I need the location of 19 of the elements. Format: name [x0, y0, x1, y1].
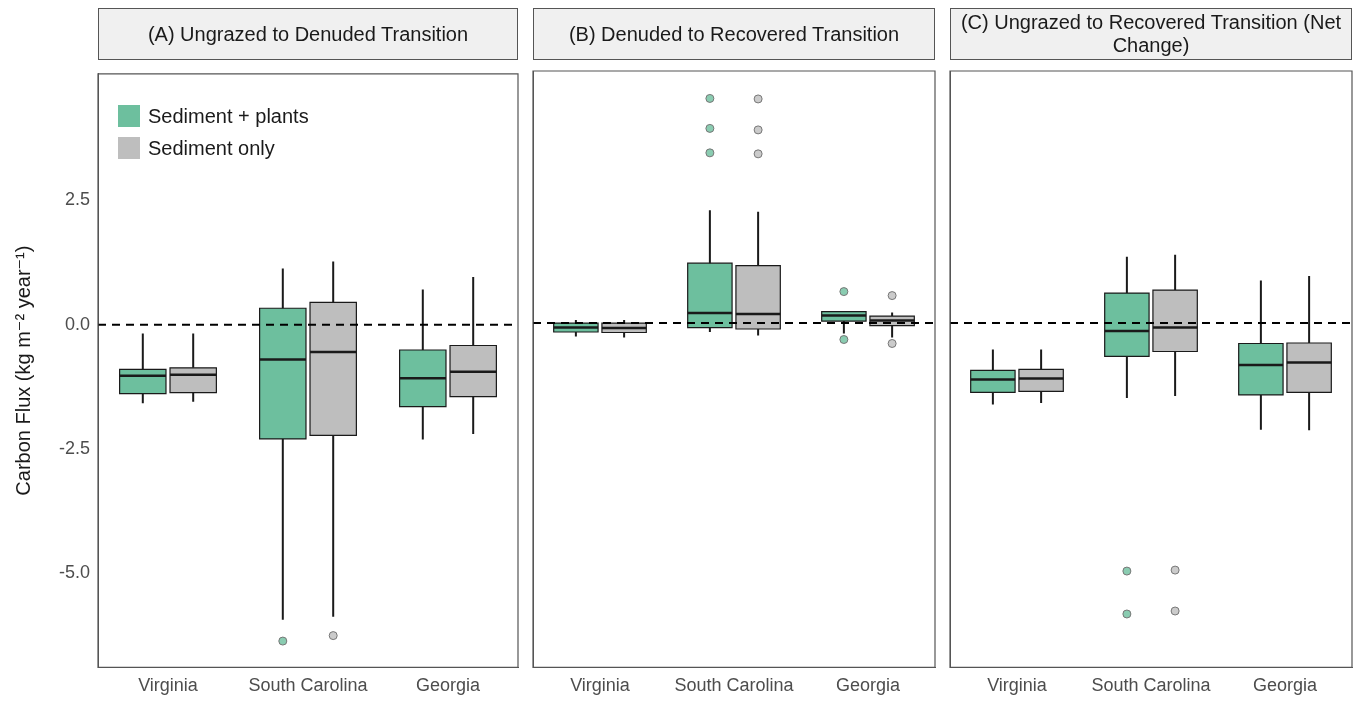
x-tick-label: Georgia [1252, 675, 1318, 696]
x-tick-label: South Carolina [1091, 675, 1212, 696]
y-tick-label: -2.5 [58, 437, 90, 458]
chart-title: (B) Denuded to Recovered Transition [533, 8, 935, 60]
x-tick-label: Virginia [987, 675, 1048, 696]
chart-title: (C) Ungrazed to Recovered Transition (Net Change) [950, 8, 1352, 60]
x-tick-label: Georgia [835, 675, 901, 696]
y-tick-label: 2.5 [64, 189, 90, 210]
legend-label: Sediment + plants [148, 104, 309, 128]
chart-title: (A) Ungrazed to Denuded Transition [98, 8, 518, 60]
x-tick-label: South Carolina [674, 675, 795, 696]
y-axis-title: Carbon Flux (kg m⁻² year⁻¹) [11, 245, 34, 496]
y-tick-label: 0.0 [64, 313, 90, 334]
legend-label: Sediment only [148, 136, 275, 160]
x-tick-label: Virginia [138, 675, 199, 696]
y-tick-label: -5.0 [58, 561, 90, 582]
x-tick-label: Georgia [415, 675, 481, 696]
x-tick-label: Virginia [570, 675, 631, 696]
x-tick-label: South Carolina [248, 675, 369, 696]
